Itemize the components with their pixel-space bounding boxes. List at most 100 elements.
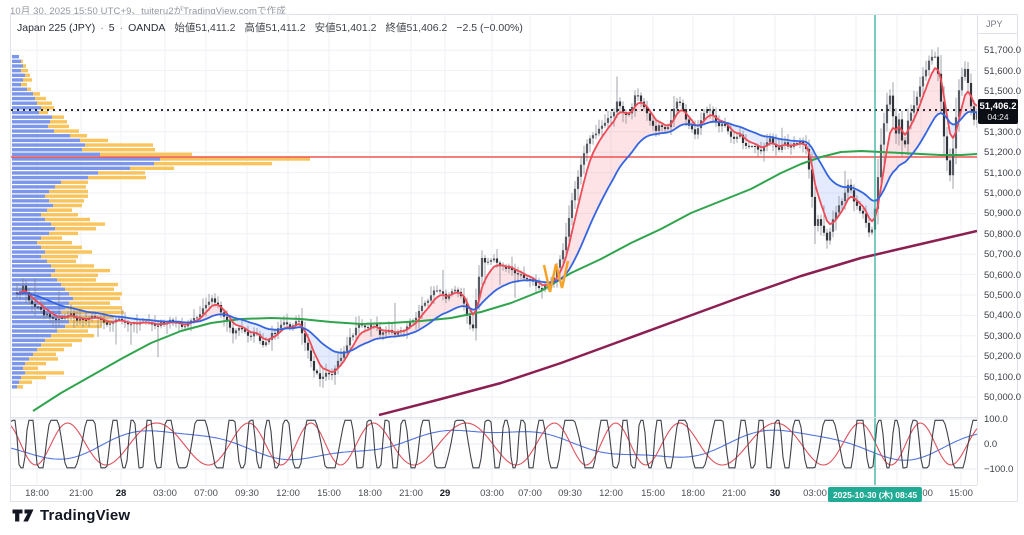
volume-profile-buy-bar [12,292,69,296]
time-label: 15:00 [949,488,973,499]
price-label: 51,700.0 [984,45,1021,56]
volume-profile-sell-bar [49,189,88,194]
volume-profile-sell-bar [33,92,40,96]
volume-profile-buy-bar [12,231,49,236]
open-label: 始値 [174,22,196,34]
volume-profile-buy-bar [12,92,33,96]
volume-profile-buy-bar [12,82,21,87]
currency-label: JPY [978,15,1017,34]
volume-profile-buy-bar [12,245,41,250]
volume-profile-sell-bar [154,161,272,166]
volume-profile-sell-bar [25,73,30,77]
volume-profile-buy-bar [12,148,82,152]
event-time-badge: 2025-10-30 (木) 08:45 [827,487,923,502]
price-label: −100.0 [984,464,1014,475]
time-label: 09:30 [235,488,259,499]
high-field: 高値51,411.2 [245,20,306,35]
volume-profile-sell-bar [51,264,94,268]
current-price-badge: 51,406.2 04:24 [978,99,1018,124]
open-field: 始値51,411.2 [174,20,235,35]
volume-profile-sell-bar [27,87,31,91]
volume-profile-buy-bar [12,361,25,366]
volume-profile-buy-bar [12,171,98,175]
time-label: 15:00 [317,488,341,499]
time-label: 03:00 [803,488,827,499]
change-value: −2.5 (−0.00%) [456,21,523,34]
volume-profile-sell-bar [55,227,96,231]
volume-profile-sell-bar [65,315,114,319]
volume-profile-sell-bar [19,380,32,384]
volume-profile-sell-bar [65,287,114,291]
volume-profile-buy-bar [12,68,21,73]
high-label: 高値 [244,22,266,34]
volume-profile-buy-bar [12,152,100,157]
volume-profile-sell-bar [54,129,79,133]
time-label: 07:00 [518,488,542,499]
volume-profile-sell-bar [21,68,28,73]
volume-profile-buy-bar [12,371,25,375]
time-axis[interactable]: 18:00 21:00 28 03:00 07:00 09:30 12:00 15:00 18:… [11,485,977,502]
time-label: 03:00 [480,488,504,499]
volume-profile-sell-bar [41,343,72,347]
time-label: 30 [769,488,781,499]
volume-profile-sell-bar [17,385,23,389]
volume-profile-sell-bar [55,268,110,273]
volume-profile-buy-bar [12,110,39,115]
time-label: 21:00 [722,488,746,499]
volume-profile-sell-bar [88,175,146,180]
volume-profile-buy-bar [12,143,85,147]
low-field: 安値51,401.2 [315,20,377,35]
volume-profile-buy-bar [12,59,21,64]
volume-profile-sell-bar [82,148,155,152]
chart-container: Japan 225 (JPY) · 5 · OANDA 始値51,411.2 高… [10,14,1021,502]
volume-profile-sell-bar [70,134,87,138]
tradingview-logo-icon[interactable] [12,508,34,523]
oscillator-slow-line [11,429,977,461]
symbol-name: Japan 225 (JPY) [17,21,96,34]
volume-profile-buy-bar [12,375,21,380]
volume-profile-sell-bar [65,324,102,329]
volume-profile-buy-bar [12,213,41,217]
volume-profile-buy-bar [12,73,25,77]
volume-profile-buy-bar [12,236,41,240]
volume-profile-buy-bar [12,64,23,68]
volume-profile-sell-bar [53,203,82,208]
volume-profile-sell-bar [25,371,64,375]
legend-separator: · [100,21,104,34]
price-label: 51,500.0 [984,86,1021,97]
volume-profile-buy-bar [12,334,51,338]
low-label: 安値 [314,22,336,34]
volume-profile-sell-bar [98,171,145,175]
volume-profile-buy-bar [12,124,48,129]
volume-profile-sell-bar [33,352,56,356]
price-label: 100.0 [984,414,1008,425]
symbol-legend[interactable]: Japan 225 (JPY) · 5 · OANDA 始値51,411.2 高… [17,20,523,35]
time-label: 15:00 [641,488,665,499]
volume-profile-buy-bar [12,194,45,198]
chart-plot[interactable] [11,15,977,485]
volume-profile-buy-bar [12,259,47,263]
volume-profile-buy-bar [12,357,29,361]
volume-profile-buy-bar [12,250,45,254]
close-value: 51,406.2 [406,22,448,34]
volume-profile-buy-bar [12,222,51,226]
volume-profile-sell-bar [73,296,120,301]
volume-profile-buy-bar [12,138,80,143]
brand-name[interactable]: TradingView [40,507,131,524]
price-label: 51,600.0 [984,66,1021,77]
volume-profile-sell-bar [41,245,82,250]
price-label: 50,300.0 [984,331,1021,342]
price-axis[interactable]: JPY 51,406.2 04:24 51,700.0 51,600.0 51,50… [977,15,1021,485]
price-label: 51,200.0 [984,147,1021,158]
volume-profile-sell-bar [61,180,88,184]
volume-profile-buy-bar [12,87,27,91]
volume-profile-sell-bar [35,96,46,101]
volume-profile-buy-bar [12,320,69,324]
volume-profile-sell-bar [49,199,84,203]
volume-profile-sell-bar [55,185,86,189]
volume-profile-sell-bar [48,124,69,129]
volume-profile-sell-bar [23,64,26,68]
volume-profile-sell-bar [80,138,108,143]
candles-up [18,56,977,379]
